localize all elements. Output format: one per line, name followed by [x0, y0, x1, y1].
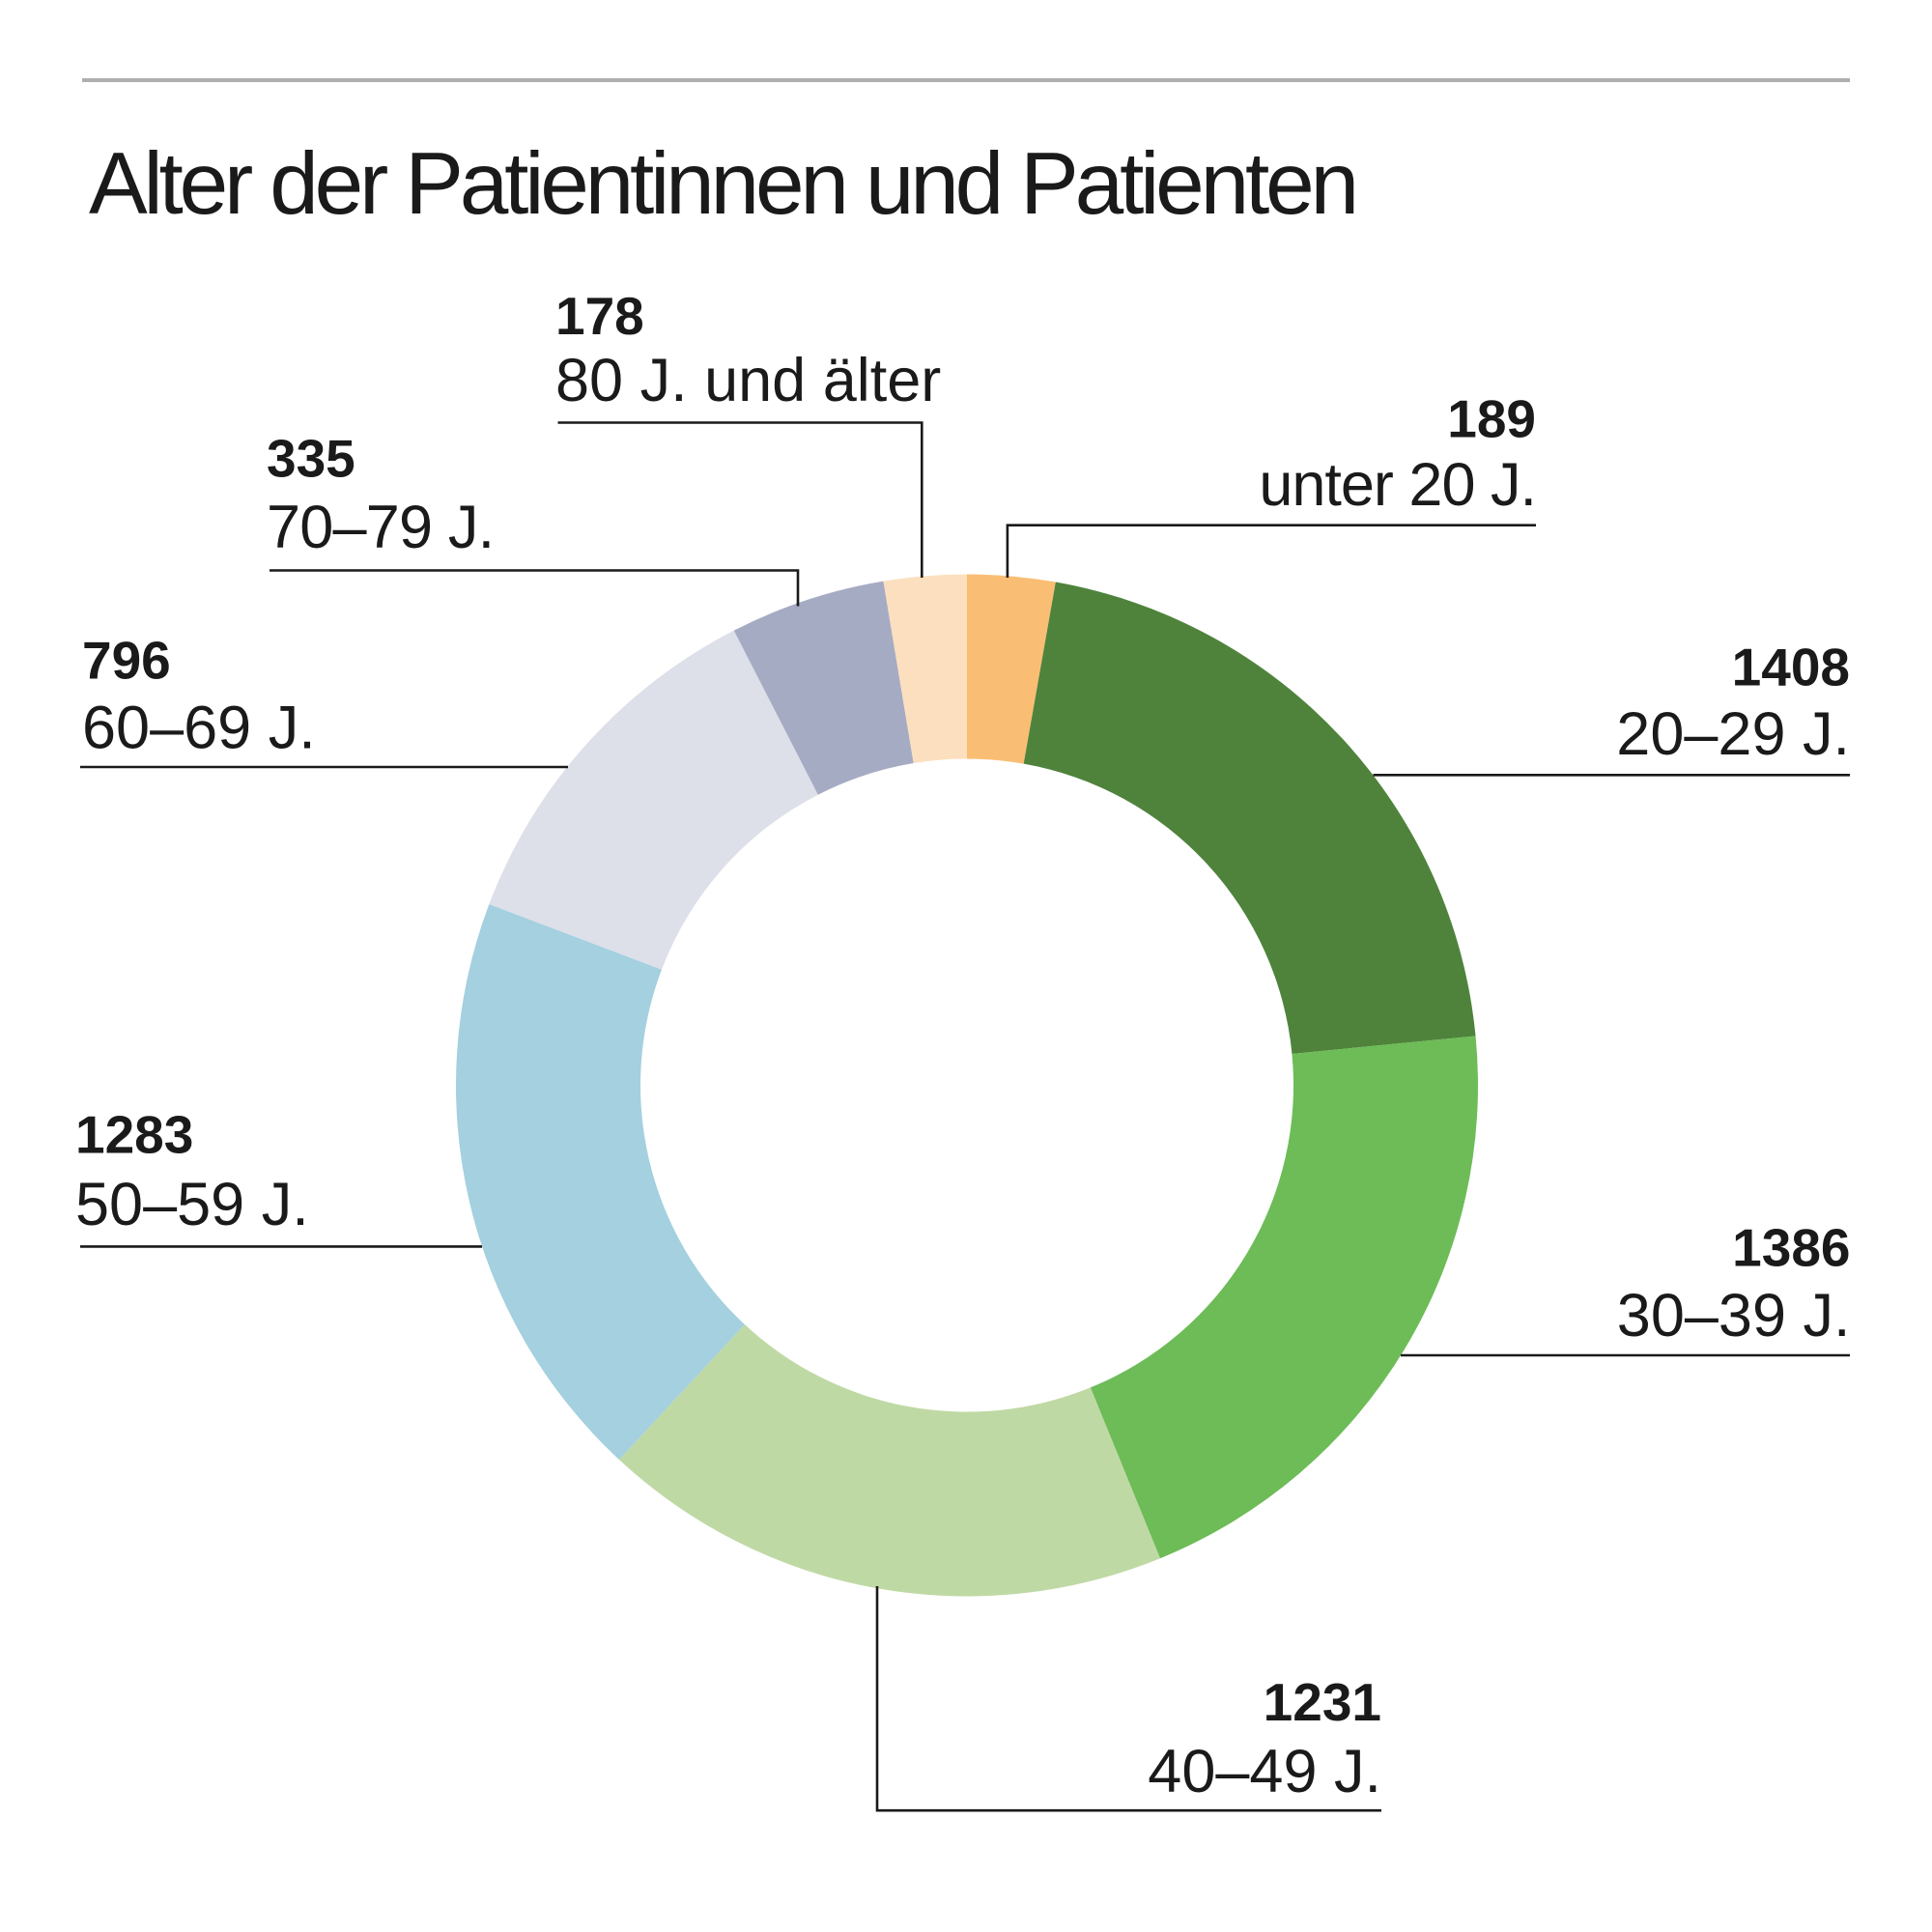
- svg-text:1386: 1386: [1732, 1218, 1850, 1278]
- svg-text:Alter der Patientinnen und Pat: Alter der Patientinnen und Patienten: [89, 135, 1355, 233]
- svg-text:40–49 J.: 40–49 J.: [1148, 1738, 1381, 1805]
- svg-text:189: 189: [1447, 389, 1536, 449]
- svg-text:60–69 J.: 60–69 J.: [82, 695, 316, 762]
- svg-text:796: 796: [82, 631, 171, 691]
- svg-text:1231: 1231: [1264, 1672, 1381, 1732]
- svg-text:1283: 1283: [75, 1105, 193, 1165]
- svg-text:20–29 J.: 20–29 J.: [1616, 700, 1850, 768]
- svg-text:1408: 1408: [1732, 638, 1850, 697]
- svg-text:80 J. und älter: 80 J. und älter: [555, 347, 941, 414]
- svg-text:335: 335: [267, 429, 355, 489]
- svg-text:unter 20 J.: unter 20 J.: [1259, 451, 1536, 519]
- svg-text:30–39 J.: 30–39 J.: [1617, 1282, 1851, 1350]
- svg-text:50–59 J.: 50–59 J.: [75, 1171, 309, 1238]
- svg-text:70–79 J.: 70–79 J.: [267, 494, 494, 561]
- svg-text:178: 178: [555, 286, 644, 346]
